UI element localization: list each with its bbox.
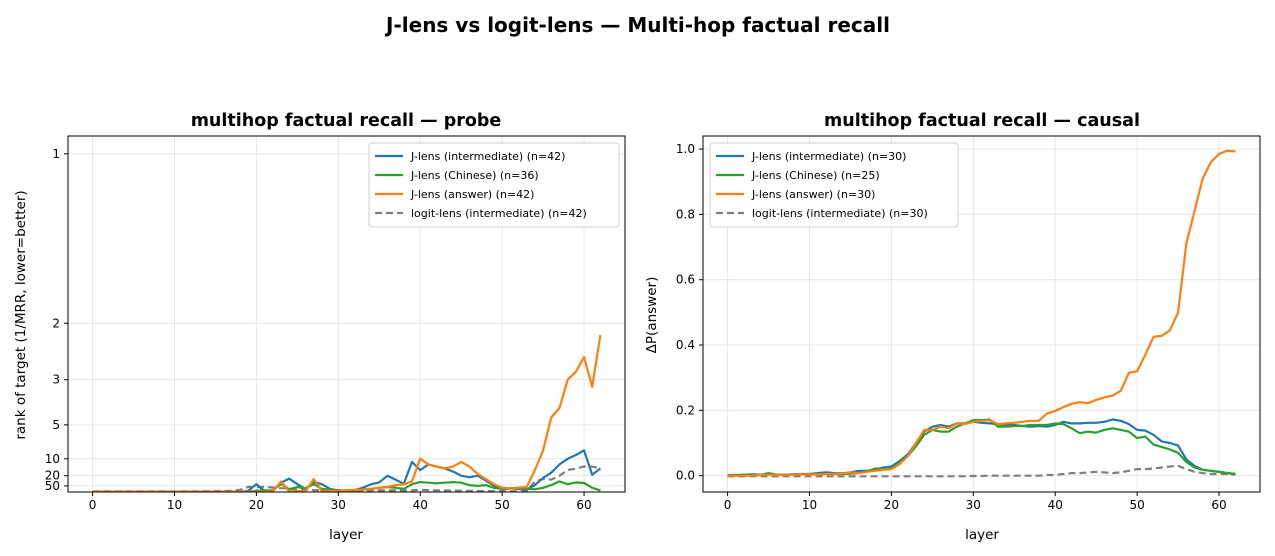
probe-ytick-label: 1 <box>52 147 60 161</box>
causal-legend-label: J-lens (answer) (n=30) <box>751 188 875 201</box>
causal-legend-label: logit-lens (intermediate) (n=30) <box>752 207 928 220</box>
probe-xtick-label: 20 <box>249 498 264 512</box>
causal-ytick-label: 1.0 <box>676 142 695 156</box>
causal-xtick-label: 40 <box>1048 498 1063 512</box>
probe-xtick-label: 10 <box>167 498 182 512</box>
causal-series-line <box>727 464 1236 478</box>
causal-title: multihop factual recall — causal <box>824 111 1140 131</box>
causal-xtick-label: 60 <box>1211 498 1226 512</box>
probe-ytick-label: 10 <box>45 452 60 466</box>
probe-ytick-label: 2 <box>52 316 60 330</box>
causal-ytick-label: 0.2 <box>676 403 695 417</box>
figure-suptitle: J-lens vs logit-lens — Multi-hop factual… <box>384 13 890 37</box>
probe-xtick-label: 30 <box>331 498 346 512</box>
probe-ytick-label: 50 <box>45 479 60 493</box>
probe-ytick-label: 3 <box>52 373 60 387</box>
probe-xtick-label: 60 <box>576 498 591 512</box>
causal-xlabel: layer <box>965 527 999 543</box>
probe-ylabel: rank of target (1/MRR, lower=better) <box>13 190 29 439</box>
causal-panel: multihop factual recall — causal layer Δ… <box>644 111 1261 543</box>
causal-xtick-label: 50 <box>1129 498 1144 512</box>
causal-xtick-label: 20 <box>884 498 899 512</box>
causal-series-line <box>727 149 1236 477</box>
probe-legend-label: J-lens (Chinese) (n=36) <box>410 169 539 182</box>
causal-plot-area: 0 10 20 30 40 50 60 0.0 0.2 0.4 0.6 0.8 1.0 J-lens (i… <box>676 135 1261 512</box>
causal-xtick-label: 30 <box>966 498 981 512</box>
causal-ytick-label: 0.0 <box>676 469 695 483</box>
probe-ytick-label: 5 <box>52 418 60 432</box>
causal-ytick-label: 0.8 <box>676 207 695 221</box>
probe-xtick-label: 40 <box>413 498 428 512</box>
probe-panel: multihop factual recall — probe layer ra… <box>13 111 626 543</box>
probe-xtick-label: 0 <box>89 498 97 512</box>
probe-legend: J-lens (intermediate) (n=42) J-lens (Chin… <box>368 142 620 228</box>
causal-legend-label: J-lens (intermediate) (n=30) <box>751 150 906 163</box>
probe-legend-label: J-lens (answer) (n=42) <box>410 188 534 201</box>
causal-xtick-label: 10 <box>802 498 817 512</box>
probe-ytick-label: 20 <box>45 469 60 483</box>
causal-ylabel: ΔP(answer) <box>644 277 660 354</box>
probe-xlabel: layer <box>329 527 363 543</box>
probe-legend-label: J-lens (intermediate) (n=42) <box>410 150 565 163</box>
probe-xtick-label: 50 <box>494 498 509 512</box>
causal-ytick-label: 0.6 <box>676 273 695 287</box>
probe-legend-label: logit-lens (intermediate) (n=42) <box>411 207 587 220</box>
causal-legend-label: J-lens (Chinese) (n=25) <box>751 169 880 182</box>
probe-title: multihop factual recall — probe <box>191 111 502 131</box>
causal-xtick-label: 0 <box>724 498 732 512</box>
causal-ytick-label: 0.4 <box>676 338 695 352</box>
causal-legend: J-lens (intermediate) (n=30) J-lens (Chin… <box>709 142 959 228</box>
